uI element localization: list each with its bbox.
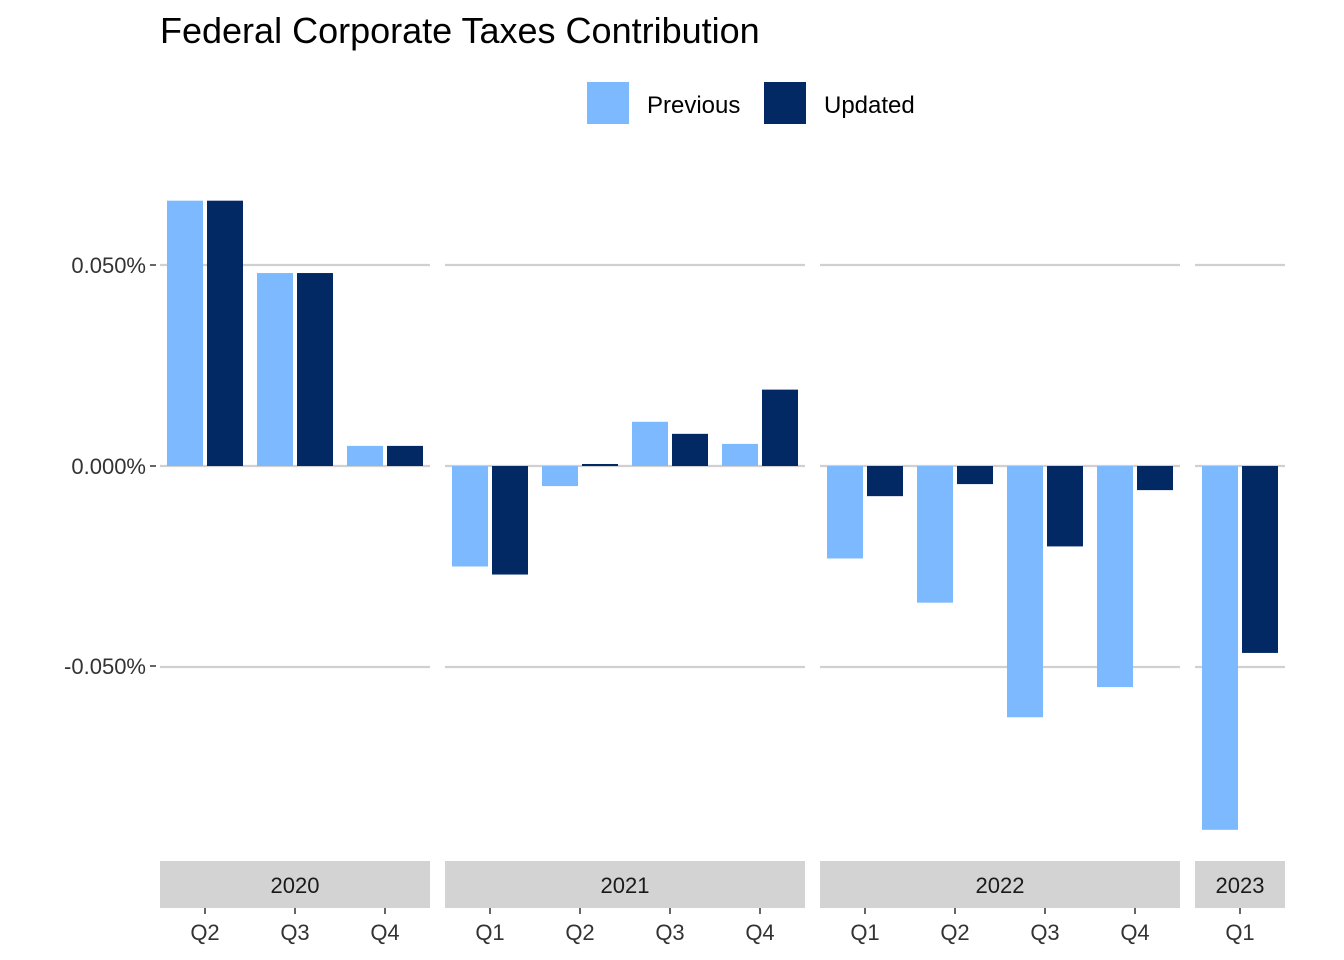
facet-panel-2023: Q1 2023 <box>1195 263 1285 945</box>
bar-previous-2020-Q2 <box>167 200 203 466</box>
facet-strip-label: 2023 <box>1216 873 1265 898</box>
bar-previous-2021-Q3 <box>632 421 668 466</box>
bar-previous-2020-Q3 <box>257 273 293 466</box>
bar-previous-2022-Q4 <box>1097 466 1133 688</box>
legend-label-updated: Updated <box>824 92 915 119</box>
bar-updated-2021-Q4 <box>762 389 798 466</box>
x-tick-label: Q1 <box>850 920 879 945</box>
facet-strip-label: 2022 <box>976 873 1025 898</box>
bar-updated-2023-Q1 <box>1242 466 1278 653</box>
facet-strip-label: 2020 <box>271 873 320 898</box>
facet-strip <box>1195 861 1285 908</box>
facet-strip <box>445 861 805 908</box>
y-axis: 0.050% 0.000% -0.050% <box>64 253 156 679</box>
x-tick-label: Q3 <box>280 920 309 945</box>
x-tick-label: Q2 <box>940 920 969 945</box>
bar-previous-2021-Q4 <box>722 443 758 466</box>
bar-previous-2022-Q1 <box>827 466 863 559</box>
bar-previous-2022-Q2 <box>917 466 953 603</box>
bar-updated-2022-Q1 <box>867 466 903 497</box>
bar-updated-2021-Q3 <box>672 433 708 466</box>
x-tick-label: Q2 <box>565 920 594 945</box>
chart-title: Federal Corporate Taxes Contribution <box>160 10 760 51</box>
bar-updated-2021-Q2 <box>582 463 618 466</box>
bar-updated-2020-Q2 <box>207 200 243 466</box>
facet-panel-2020: Q2 Q3 Q4 2020 <box>160 200 430 945</box>
bar-updated-2022-Q3 <box>1047 466 1083 547</box>
bar-previous-2021-Q1 <box>452 466 488 567</box>
bar-updated-2022-Q4 <box>1137 466 1173 491</box>
y-tick-label: 0.050% <box>71 253 146 278</box>
x-tick-label: Q4 <box>1120 920 1149 945</box>
x-tick-label: Q2 <box>190 920 219 945</box>
x-tick-label: Q1 <box>475 920 504 945</box>
legend-swatch-previous <box>587 82 629 124</box>
bar-previous-2021-Q2 <box>542 466 578 487</box>
x-tick-label: Q3 <box>655 920 684 945</box>
facet-strip <box>160 861 430 908</box>
y-tick-label: -0.050% <box>64 654 146 679</box>
facet-panels: Q2 Q3 Q4 2020 Q1 Q2 Q3 Q4 2021 Q1 Q2 Q3 Q4 2022 Q1 2023 <box>160 200 1285 945</box>
legend: Previous Updated <box>587 82 915 124</box>
legend-label-previous: Previous <box>647 92 740 119</box>
facet-panel-2021: Q1 Q2 Q3 Q4 2021 <box>445 263 805 945</box>
bar-updated-2020-Q3 <box>297 273 333 466</box>
x-tick-label: Q4 <box>370 920 399 945</box>
y-tick-label: 0.000% <box>71 454 146 479</box>
bar-updated-2020-Q4 <box>387 445 423 466</box>
x-tick-label: Q1 <box>1225 920 1254 945</box>
facet-strip <box>820 861 1180 908</box>
x-tick-label: Q4 <box>745 920 774 945</box>
x-tick-label: Q3 <box>1030 920 1059 945</box>
facet-panel-2022: Q1 Q2 Q3 Q4 2022 <box>820 263 1180 945</box>
bar-previous-2020-Q4 <box>347 445 383 466</box>
bar-previous-2022-Q3 <box>1007 466 1043 718</box>
bar-updated-2022-Q2 <box>957 466 993 485</box>
bar-previous-2023-Q1 <box>1202 466 1238 830</box>
facet-strip-label: 2021 <box>601 873 650 898</box>
bar-updated-2021-Q1 <box>492 466 528 575</box>
legend-swatch-updated <box>764 82 806 124</box>
